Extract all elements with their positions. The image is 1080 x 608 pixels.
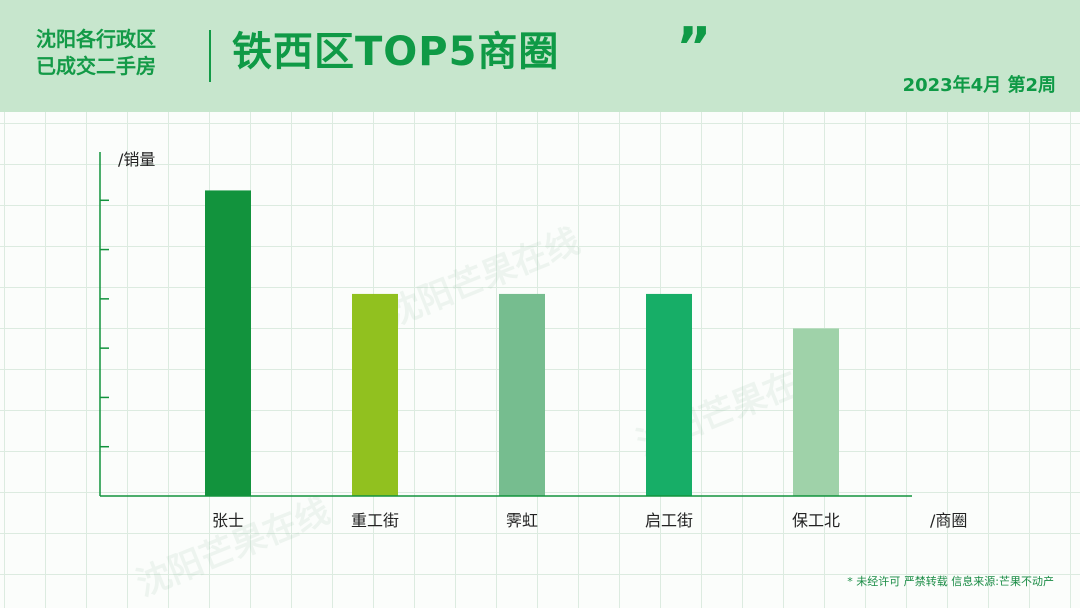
- page-title: 铁西区TOP5商圈: [232, 29, 560, 75]
- x-axis-label: /商圈: [930, 511, 967, 530]
- date-label: 2023年4月 第2周: [902, 75, 1056, 96]
- subtitle-line-2: 已成交二手房: [36, 54, 156, 78]
- footnote: * 未经许可 严禁转载 信息来源:芒果不动产: [847, 575, 1054, 588]
- bar-5: [793, 328, 839, 496]
- bar-4: [646, 293, 692, 496]
- x-tick-label: 启工街: [645, 511, 693, 530]
- bar-2: [352, 293, 398, 496]
- bar-3: [499, 293, 545, 496]
- x-tick-label: 霁虹: [506, 511, 538, 530]
- subtitle-line-1: 沈阳各行政区: [36, 27, 156, 51]
- quote-mark: ”: [676, 16, 712, 79]
- bar-chart: /销量 /商圈 张士 重工街 霁虹 启工街 保工北: [99, 150, 967, 530]
- bar-1: [205, 190, 251, 496]
- header-divider: [209, 30, 211, 82]
- x-tick-label: 保工北: [792, 511, 840, 530]
- y-axis-label: /销量: [118, 150, 155, 169]
- x-tick-label: 张士: [212, 511, 244, 530]
- header-banner: 沈阳各行政区 已成交二手房 铁西区TOP5商圈 ” 2023年4月 第2周: [0, 0, 1080, 112]
- header-subtitle: 沈阳各行政区 已成交二手房: [36, 26, 206, 80]
- x-tick-label: 重工街: [351, 511, 399, 530]
